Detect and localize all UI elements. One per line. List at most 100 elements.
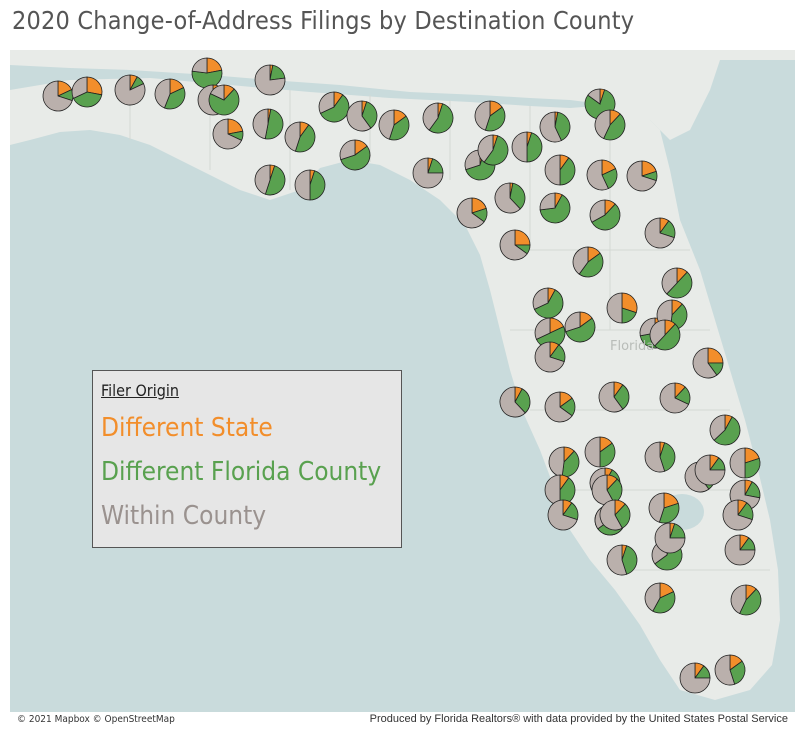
- county-pie[interactable]: [692, 347, 724, 379]
- county-pie[interactable]: [456, 197, 488, 229]
- legend-title: Filer Origin: [101, 381, 179, 400]
- county-pie[interactable]: [594, 109, 626, 141]
- slice-different-florida-county: [744, 457, 761, 479]
- slice-different-florida-county: [565, 317, 596, 343]
- county-pie[interactable]: [606, 544, 638, 576]
- county-pie[interactable]: [318, 91, 350, 123]
- slice-within-county: [71, 76, 88, 99]
- county-pie[interactable]: [654, 522, 686, 554]
- slice-within-county: [539, 192, 556, 211]
- slice-different-florida-county: [603, 113, 626, 141]
- county-pie[interactable]: [284, 121, 316, 153]
- slice-within-county: [284, 121, 301, 152]
- county-pie[interactable]: [499, 229, 531, 261]
- slice-different-florida-county: [319, 94, 350, 123]
- slice-within-county: [714, 654, 736, 686]
- slice-different-florida-county: [533, 289, 564, 319]
- slice-different-florida-county: [264, 108, 284, 140]
- slice-different-florida-county: [514, 388, 531, 414]
- county-pie[interactable]: [254, 64, 286, 96]
- county-pie[interactable]: [730, 584, 762, 616]
- county-pie[interactable]: [548, 446, 580, 478]
- county-pie[interactable]: [572, 246, 604, 278]
- slice-different-florida-county: [340, 145, 371, 171]
- county-pie[interactable]: [378, 109, 410, 141]
- slice-different-florida-county: [554, 111, 571, 142]
- county-pie[interactable]: [422, 102, 454, 134]
- slice-different-state: [621, 292, 638, 314]
- county-pie[interactable]: [294, 169, 326, 201]
- county-pie[interactable]: [564, 311, 596, 343]
- county-pie[interactable]: [477, 134, 509, 166]
- county-pie[interactable]: [709, 414, 741, 446]
- county-pie[interactable]: [532, 287, 564, 319]
- slice-different-florida-county: [539, 194, 571, 224]
- slice-within-county: [729, 447, 746, 479]
- county-pie[interactable]: [547, 499, 579, 531]
- county-pie[interactable]: [644, 582, 676, 614]
- county-pie[interactable]: [694, 454, 726, 486]
- slice-different-florida-county: [361, 101, 378, 129]
- slice-within-county: [212, 118, 243, 150]
- county-pie[interactable]: [586, 159, 618, 191]
- slice-different-florida-county: [614, 503, 631, 529]
- slice-within-county: [532, 287, 549, 310]
- county-pie[interactable]: [254, 164, 286, 196]
- county-pie[interactable]: [644, 441, 676, 473]
- county-pie[interactable]: [649, 319, 681, 351]
- county-pie[interactable]: [589, 199, 621, 231]
- county-pie[interactable]: [208, 84, 240, 116]
- county-pie[interactable]: [539, 192, 571, 224]
- county-pie[interactable]: [346, 100, 378, 132]
- slice-within-county: [598, 381, 624, 413]
- slice-within-county: [659, 382, 690, 414]
- slice-within-county: [606, 292, 623, 324]
- county-pie[interactable]: [544, 154, 576, 186]
- slice-within-county: [499, 229, 528, 261]
- county-pie[interactable]: [71, 76, 103, 108]
- county-pie[interactable]: [584, 436, 616, 468]
- county-pie[interactable]: [598, 381, 630, 413]
- county-pie[interactable]: [252, 108, 284, 140]
- slice-within-county: [547, 499, 578, 531]
- county-pie[interactable]: [679, 662, 711, 694]
- land-florida: [10, 78, 780, 700]
- county-pie[interactable]: [661, 267, 693, 299]
- county-pie[interactable]: [191, 57, 223, 89]
- map-attribution[interactable]: © 2021 Mapbox © OpenStreetMap: [14, 713, 178, 726]
- county-pie[interactable]: [534, 341, 566, 373]
- county-pie[interactable]: [511, 131, 543, 163]
- county-pie[interactable]: [42, 80, 74, 112]
- county-pie[interactable]: [544, 391, 576, 423]
- legend-item-within-county: Within County: [101, 501, 267, 531]
- county-pie[interactable]: [494, 182, 526, 214]
- county-pie[interactable]: [412, 157, 444, 189]
- county-pie[interactable]: [539, 111, 571, 143]
- county-pie[interactable]: [499, 386, 531, 418]
- legend-item-different-state: Different State: [101, 413, 273, 443]
- slice-different-florida-county: [294, 124, 316, 153]
- slice-different-florida-county: [484, 106, 506, 132]
- county-pie[interactable]: [599, 499, 631, 531]
- county-pie[interactable]: [606, 292, 638, 324]
- county-pie[interactable]: [729, 447, 761, 479]
- slice-within-county: [564, 311, 581, 333]
- county-pie[interactable]: [626, 160, 658, 192]
- county-pie[interactable]: [714, 654, 746, 686]
- county-pie[interactable]: [659, 382, 691, 414]
- county-pie[interactable]: [648, 492, 680, 524]
- slice-within-county: [649, 319, 666, 347]
- county-pie[interactable]: [644, 217, 676, 249]
- county-pie[interactable]: [474, 100, 506, 132]
- county-pie[interactable]: [339, 139, 371, 171]
- county-pie[interactable]: [722, 499, 754, 531]
- slice-within-county: [534, 317, 551, 340]
- slice-different-florida-county: [509, 182, 526, 210]
- county-pie[interactable]: [724, 534, 756, 566]
- county-pie[interactable]: [212, 118, 244, 150]
- slice-within-county: [544, 391, 573, 423]
- county-pie[interactable]: [534, 317, 566, 349]
- county-pie[interactable]: [114, 74, 146, 106]
- slice-within-county: [422, 102, 439, 131]
- county-pie[interactable]: [154, 78, 186, 110]
